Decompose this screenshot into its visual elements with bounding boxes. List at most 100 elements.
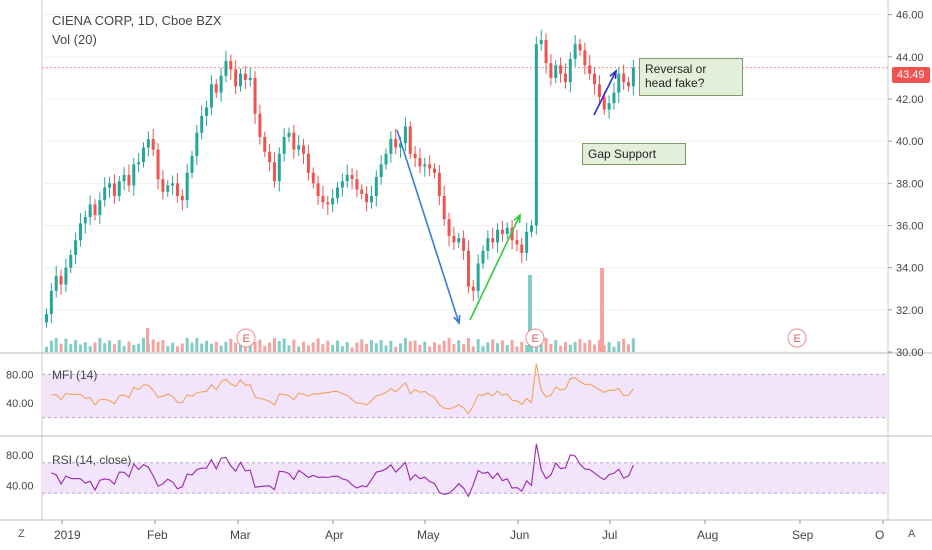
- candle: [471, 286, 475, 291]
- earnings-marker: [236, 328, 256, 348]
- candle: [622, 73, 626, 83]
- candle: [185, 172, 189, 201]
- volume-bar: [559, 345, 563, 352]
- volume-bar: [326, 340, 330, 352]
- candle: [491, 238, 495, 243]
- candle: [331, 198, 335, 205]
- time-tick-label: Apr: [325, 528, 344, 542]
- time-tick-label: Sep: [792, 528, 814, 542]
- candle: [268, 151, 272, 163]
- volume-bar: [549, 343, 553, 352]
- candle: [583, 50, 587, 66]
- volume-bar: [161, 340, 165, 352]
- volume-bar: [433, 342, 436, 352]
- volume-bar: [321, 344, 325, 352]
- mfi-line: [51, 363, 634, 415]
- time-tick-label: 2019: [54, 528, 81, 542]
- candle: [554, 65, 558, 78]
- arrow-up-navy: [593, 70, 617, 116]
- earnings-marker-label: E: [243, 333, 250, 345]
- candle: [500, 229, 504, 234]
- arrow-down-blue-head: [453, 314, 461, 325]
- candle: [345, 174, 349, 182]
- volume-bar: [287, 345, 291, 352]
- arrow-up-green-head: [513, 213, 521, 224]
- candle: [559, 65, 563, 74]
- volume-bar: [627, 344, 630, 352]
- volume-bar: [268, 342, 272, 352]
- volume-bar: [292, 339, 296, 352]
- volume-bar: [617, 341, 621, 352]
- volume-label: Vol (20): [52, 32, 97, 47]
- volume-bar: [525, 345, 529, 352]
- candle: [161, 179, 165, 192]
- rsi-label: RSI (14, close): [52, 453, 132, 467]
- annotation-gap-support: Gap Support: [582, 143, 686, 165]
- volume-bar: [180, 343, 184, 352]
- volume-bar: [83, 342, 87, 352]
- volume-bar: [418, 344, 422, 352]
- volume-bar: [122, 346, 126, 352]
- candle: [142, 147, 145, 163]
- candle: [340, 181, 344, 188]
- volume-bar: [491, 339, 495, 352]
- candle: [287, 132, 291, 137]
- candle: [326, 202, 330, 205]
- indicator-tick-label: 80.00: [6, 369, 34, 381]
- candle: [466, 250, 470, 287]
- candle: [549, 63, 553, 78]
- candle: [151, 139, 155, 150]
- candle: [544, 39, 548, 64]
- candle: [93, 204, 97, 215]
- mfi-band: [42, 374, 888, 418]
- candle: [433, 168, 436, 173]
- candle: [146, 139, 150, 148]
- candle: [156, 149, 160, 180]
- volume-bar: [64, 338, 68, 352]
- candle: [234, 69, 238, 87]
- volume-bar: [137, 343, 141, 352]
- volume-bar: [302, 341, 306, 352]
- volume-bar: [515, 346, 519, 352]
- volume-bar: [403, 338, 407, 352]
- corner-left-button[interactable]: Z: [18, 528, 25, 540]
- candle: [117, 181, 121, 196]
- earnings-marker-label: E: [794, 333, 801, 345]
- volume-bar: [229, 338, 233, 352]
- volume-bar: [505, 345, 509, 352]
- volume-bar: [365, 343, 369, 352]
- price-tick-label: 42.00: [896, 94, 924, 106]
- volume-bar: [69, 344, 73, 352]
- candle: [112, 183, 116, 196]
- volume-bar: [597, 340, 601, 352]
- volume-bar: [573, 341, 577, 352]
- candle: [205, 107, 209, 116]
- candle: [476, 263, 480, 291]
- volume-bar: [355, 342, 359, 352]
- volume-bar: [476, 339, 480, 352]
- volume-bar: [142, 338, 145, 352]
- volume-bar: [607, 342, 611, 352]
- volume-bar: [258, 339, 262, 352]
- candle: [365, 193, 369, 203]
- candle: [505, 227, 509, 234]
- volume-bar: [413, 340, 417, 352]
- indicator-tick-label: 40.00: [6, 398, 34, 410]
- candle: [573, 44, 577, 59]
- candle: [627, 82, 630, 87]
- volume-bar: [520, 341, 524, 352]
- rsi-line: [51, 443, 634, 498]
- volume-bar: [462, 344, 466, 352]
- candle: [253, 77, 257, 114]
- corner-right-button[interactable]: A: [908, 528, 916, 540]
- volume-bar: [214, 341, 218, 352]
- candle: [534, 44, 538, 226]
- candle: [437, 172, 441, 196]
- candle: [481, 250, 485, 264]
- volume-bar: [200, 343, 204, 352]
- candle: [399, 143, 403, 148]
- candle: [219, 75, 223, 93]
- price-tick-label: 46.00: [896, 10, 924, 22]
- candle: [239, 73, 242, 87]
